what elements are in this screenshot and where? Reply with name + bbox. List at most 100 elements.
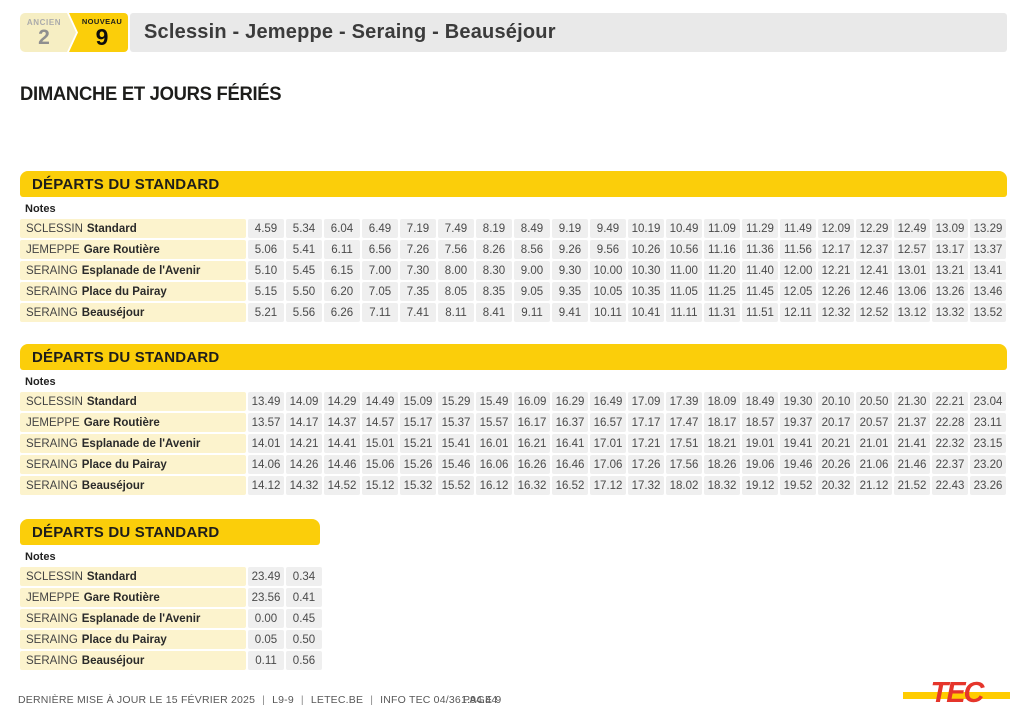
stop-row: SCLESSIN Standard 4.59 5.34 6.04 6.49 7.19 7.49… [20,219,1007,238]
departure-time-cell: 19.37 [780,413,816,432]
route-title: Sclessin - Jemeppe - Seraing - Beauséjou… [144,21,556,43]
departure-time-cell: 10.05 [590,282,626,301]
stop-place: SERAING [26,654,78,667]
stop-row: SERAING Place du Pairay 0.05 0.50 [20,630,1007,649]
departure-time-cell: 14.52 [324,476,360,495]
departure-time-cell: 23.11 [970,413,1006,432]
departure-time-cell: 16.09 [514,392,550,411]
departure-time-cell: 18.57 [742,413,778,432]
stop-name: Beauséjour [81,306,145,319]
table-rows: SCLESSIN Standard 23.49 0.34 JEMEPPE Gare Rou… [20,567,1007,670]
departure-time-cell: 13.49 [248,392,284,411]
departure-time-cell: 17.47 [666,413,702,432]
departure-time-cell: 11.36 [742,240,778,259]
notes-row: Notes [20,372,1007,391]
timetable-morning: DÉPARTS DU STANDARD Notes SCLESSIN Standa… [20,171,1007,322]
timetable-night: DÉPARTS DU STANDARD Notes SCLESSIN Standa… [20,519,1007,670]
departure-time-cell: 14.17 [286,413,322,432]
departure-time-cell: 8.49 [514,219,550,238]
departure-time-cell: 13.46 [970,282,1006,301]
departure-time-cell: 10.49 [666,219,702,238]
departure-time-cell: 20.50 [856,392,892,411]
departure-time-cell: 19.52 [780,476,816,495]
departure-time-cell: 17.12 [590,476,626,495]
departure-time-cell: 0.00 [248,609,284,628]
departure-time-cell: 15.37 [438,413,474,432]
departure-time-cell: 21.46 [894,455,930,474]
stop-name: Esplanade de l'Avenir [81,612,201,625]
departure-time-cell: 15.49 [476,392,512,411]
departure-time-cell: 15.46 [438,455,474,474]
departure-time-cell: 17.39 [666,392,702,411]
stop-place: SERAING [26,264,78,277]
departure-time-cell: 17.56 [666,455,702,474]
departure-time-cell: 17.06 [590,455,626,474]
departure-time-cell: 0.56 [286,651,322,670]
departure-time-cell: 15.09 [400,392,436,411]
stop-name-cell: SERAING Beauséjour [20,476,246,495]
departure-time-cell: 11.11 [666,303,702,322]
stop-place: SCLESSIN [26,570,83,583]
departure-time-cell: 7.11 [362,303,398,322]
departure-time-cell: 16.21 [514,434,550,453]
departure-time-cell: 6.49 [362,219,398,238]
stop-row: JEMEPPE Gare Routière 5.06 5.41 6.11 6.56 7.26… [20,240,1007,259]
departure-time-cell: 5.41 [286,240,322,259]
departure-time-cell: 14.29 [324,392,360,411]
departure-time-cell: 16.26 [514,455,550,474]
old-line-badge: ANCIEN 2 [20,13,76,52]
table-title: DÉPARTS DU STANDARD [32,348,220,366]
departure-time-cell: 5.50 [286,282,322,301]
departure-time-cell: 11.25 [704,282,740,301]
route-header: ANCIEN 2 NOUVEAU 9 Sclessin - Jemeppe - … [20,13,1007,52]
departure-time-cell: 5.34 [286,219,322,238]
departure-time-cell: 9.41 [552,303,588,322]
departure-time-cell: 4.59 [248,219,284,238]
departure-time-cell: 15.21 [400,434,436,453]
departure-time-cell: 17.17 [628,413,664,432]
stop-row: SERAING Beauséjour 14.12 14.32 14.52 15.12 15.… [20,476,1007,495]
departure-time-cell: 20.57 [856,413,892,432]
departure-time-cell: 13.17 [932,240,968,259]
stop-place: SERAING [26,306,78,319]
departure-time-cell: 13.12 [894,303,930,322]
notes-label: Notes [25,550,56,563]
footer-separator: | [370,694,374,706]
departure-time-cell: 21.12 [856,476,892,495]
departure-time-cell: 5.45 [286,261,322,280]
departure-time-cell: 13.37 [970,240,1006,259]
notes-row: Notes [20,547,1007,566]
departure-time-cell: 17.26 [628,455,664,474]
stop-name: Place du Pairay [81,458,167,471]
footer-info-line: DERNIÈRE MISE À JOUR LE 15 FÉVRIER 2025 |… [18,694,497,706]
stop-row: JEMEPPE Gare Routière 13.57 14.17 14.37 14.57… [20,413,1007,432]
stop-name-cell: SERAING Place du Pairay [20,455,246,474]
stop-row: SERAING Esplanade de l'Avenir 0.00 0.45 [20,609,1007,628]
stop-name: Place du Pairay [81,633,167,646]
new-line-badge: NOUVEAU 9 [66,13,128,52]
departure-time-cell: 15.41 [438,434,474,453]
departure-time-cell: 13.01 [894,261,930,280]
stop-row: SERAING Esplanade de l'Avenir 5.10 5.45 6.15… [20,261,1007,280]
departure-time-cell: 16.12 [476,476,512,495]
departure-time-cell: 11.09 [704,219,740,238]
stop-place: SCLESSIN [26,395,83,408]
departure-time-cell: 22.32 [932,434,968,453]
departure-time-cell: 15.17 [400,413,436,432]
stop-name: Standard [86,222,137,235]
departure-time-cell: 8.05 [438,282,474,301]
departure-time-cell: 18.09 [704,392,740,411]
departure-time-cell: 14.21 [286,434,322,453]
departure-time-cell: 11.56 [780,240,816,259]
departure-time-cell: 12.21 [818,261,854,280]
departure-time-cell: 13.52 [970,303,1006,322]
departure-time-cell: 12.37 [856,240,892,259]
departure-time-cell: 12.32 [818,303,854,322]
departure-time-cell: 12.57 [894,240,930,259]
departure-time-cell: 17.51 [666,434,702,453]
departure-time-cell: 9.19 [552,219,588,238]
departure-time-cell: 11.51 [742,303,778,322]
departure-time-cell: 17.01 [590,434,626,453]
departure-time-cell: 12.09 [818,219,854,238]
departure-time-cell: 15.52 [438,476,474,495]
